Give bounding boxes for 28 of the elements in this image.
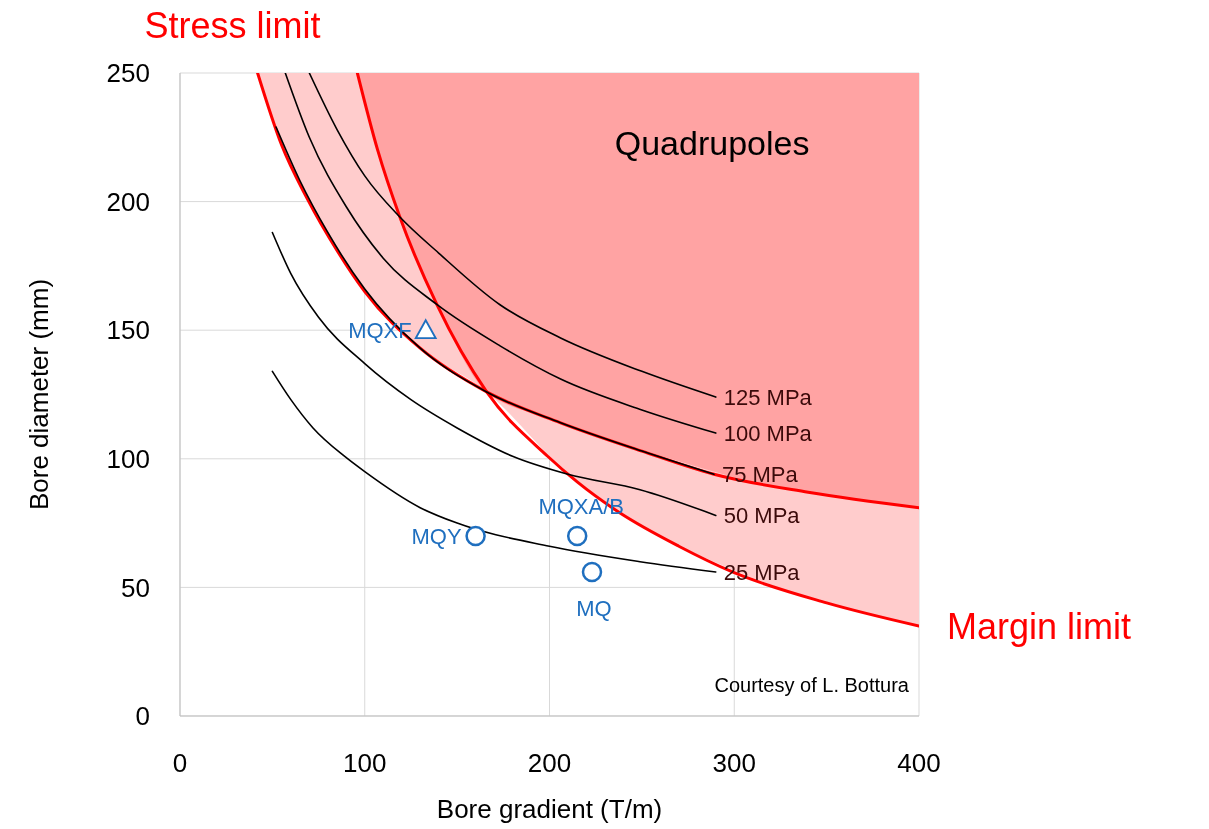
line-series	[271, 370, 717, 573]
x-tick-label: 200	[527, 748, 572, 778]
y-tick-label: 250	[106, 58, 150, 89]
point	[414, 319, 437, 340]
series-label: 100 MPa	[723, 420, 813, 446]
line-series	[271, 231, 717, 517]
y-tick-label: 0	[135, 701, 150, 732]
series-label: MQ	[576, 595, 612, 621]
annotation: Margin limit	[947, 605, 1132, 647]
y-tick-label: 50	[121, 572, 150, 603]
annotation: Quadrupoles	[614, 123, 810, 162]
series-label: 125 MPa	[723, 384, 813, 410]
y-tick-label: 150	[106, 315, 150, 346]
x-tick-label: 100	[343, 748, 387, 778]
x-axis-title: Bore gradient (T/m)	[436, 794, 663, 824]
x-tick-label: 300	[712, 748, 756, 778]
y-tick-label: 100	[106, 443, 150, 474]
annotation: Courtesy of L. Bottura	[714, 674, 910, 696]
point	[581, 561, 603, 583]
y-tick-label: 200	[106, 186, 150, 217]
x-tick-label: 400	[897, 748, 941, 778]
series-label: MQY	[411, 523, 462, 549]
series-label: 50 MPa	[723, 503, 801, 529]
x-tick-label: 0	[172, 748, 188, 778]
y-axis-title: Bore diameter (mm)	[24, 278, 54, 511]
point	[566, 525, 588, 547]
annotation: Stress limit	[144, 5, 321, 46]
point	[465, 525, 486, 547]
